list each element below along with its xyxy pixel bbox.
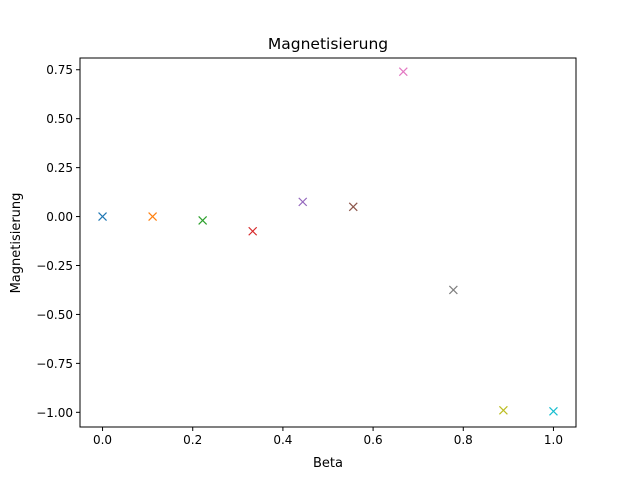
- data-point-marker: [498, 405, 508, 415]
- x-axis-title: Beta: [313, 456, 343, 471]
- data-point-marker: [398, 67, 408, 77]
- data-point-marker: [348, 202, 358, 212]
- data-point-marker: [98, 212, 107, 221]
- y-tick-label: −0.25: [36, 259, 73, 273]
- x-tick-label: 0.2: [183, 433, 202, 447]
- x-tick-label: 0.8: [454, 433, 473, 447]
- plot-frame: [79, 57, 577, 428]
- x-tick-label: 1.0: [544, 433, 563, 447]
- data-points: [98, 67, 558, 416]
- chart-title: Magnetisierung: [268, 35, 388, 53]
- data-point-marker: [148, 212, 158, 221]
- y-axis-ticks: 0.75 0.50 0.25 0.00 −0.25 −0.50 −0.75 −1.00: [36, 63, 80, 420]
- data-point-marker: [549, 406, 558, 416]
- data-point-marker: [448, 285, 458, 295]
- x-axis-ticks: 0.0 0.2 0.4 0.6 0.8 1.0: [93, 427, 563, 447]
- x-tick-label: 0.4: [273, 433, 292, 447]
- x-tick-label: 0.0: [93, 433, 112, 447]
- y-tick-label: 0.00: [46, 210, 73, 224]
- data-point-marker: [198, 216, 208, 225]
- y-tick-label: 0.25: [46, 161, 73, 175]
- y-tick-label: −0.75: [36, 357, 73, 371]
- y-tick-label: −0.50: [36, 308, 73, 322]
- y-tick-label: 0.75: [46, 63, 73, 77]
- y-axis-title: Magnetisierung: [9, 193, 24, 294]
- data-point-marker: [248, 226, 258, 236]
- data-point-marker: [298, 197, 308, 207]
- x-tick-label: 0.6: [364, 433, 383, 447]
- y-tick-label: −1.00: [36, 406, 73, 420]
- y-tick-label: 0.50: [46, 112, 73, 126]
